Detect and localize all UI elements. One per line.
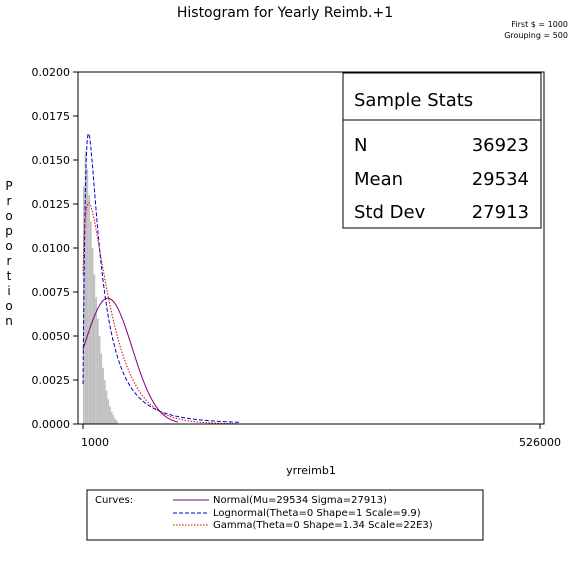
y-tick-label: 0.0000 bbox=[32, 418, 71, 431]
histogram-bar bbox=[103, 380, 106, 424]
histogram-bar bbox=[91, 248, 94, 424]
first-dollar-note: First $ = 1000 bbox=[511, 20, 568, 29]
y-tick-label: 0.0075 bbox=[32, 286, 71, 299]
stats-label-mean: Mean bbox=[354, 169, 403, 190]
curve-normal bbox=[82, 297, 178, 423]
legend-label-gamma: Gamma(Theta=0 Shape=1.34 Scale=22E3) bbox=[213, 520, 433, 531]
stats-label-n: N bbox=[354, 135, 367, 156]
stats-value-stddev: 27913 bbox=[472, 202, 529, 223]
curve-gamma bbox=[82, 202, 239, 425]
grouping-note: Grouping = 500 bbox=[504, 31, 568, 40]
histogram-bar bbox=[88, 195, 90, 424]
y-tick-label: 0.0125 bbox=[32, 198, 71, 211]
histogram-bar bbox=[96, 318, 99, 424]
legend-frame bbox=[86, 489, 484, 541]
histogram-bar bbox=[110, 411, 113, 424]
legend-label-lognormal: Lognormal(Theta=0 Shape=1 Scale=9.9) bbox=[213, 508, 421, 519]
histogram-bar bbox=[84, 151, 87, 424]
histogram-bar bbox=[95, 297, 97, 424]
histogram-bar bbox=[86, 168, 89, 424]
legend-title: Curves: bbox=[95, 495, 133, 506]
y-axis: 0.0000 0.0025 0.0050 0.0075 0.0100 0.0125 0.01… bbox=[32, 66, 78, 431]
stats-box-title: Sample Stats bbox=[354, 90, 473, 111]
stats-box-frame bbox=[342, 72, 542, 229]
histogram-bar bbox=[107, 399, 110, 424]
histogram-bars bbox=[83, 151, 118, 424]
legend: Curves: Normal(Mu=29534 Sigma=27913) Log… bbox=[86, 489, 484, 541]
y-tick-label: 0.0100 bbox=[32, 242, 71, 255]
fitted-curves bbox=[82, 133, 239, 425]
y-tick-label: 0.0025 bbox=[32, 374, 71, 387]
x-tick-label-max: 526000 bbox=[519, 436, 561, 449]
stats-label-stddev: Std Dev bbox=[354, 202, 426, 223]
histogram-bar bbox=[116, 420, 118, 424]
y-tick-label: 0.0175 bbox=[32, 110, 71, 123]
histogram-bar bbox=[109, 406, 111, 424]
legend-label-normal: Normal(Mu=29534 Sigma=27913) bbox=[213, 495, 387, 506]
stats-value-mean: 29534 bbox=[472, 169, 529, 190]
sample-stats-box: Sample Stats N 36923 Mean 29534 Std Dev … bbox=[342, 72, 542, 229]
stats-value-n: 36923 bbox=[472, 135, 529, 156]
x-axis-label: yrreimb1 bbox=[286, 464, 336, 477]
histogram-bar bbox=[89, 221, 92, 424]
histogram-bar bbox=[102, 367, 104, 424]
y-tick-label: 0.0200 bbox=[32, 66, 71, 79]
curve-lognormal bbox=[82, 133, 239, 423]
histogram-bar bbox=[114, 418, 117, 424]
x-tick-label-min: 1000 bbox=[81, 436, 109, 449]
histogram-bar bbox=[100, 353, 103, 424]
histogram-bar bbox=[93, 274, 96, 424]
histogram-bar bbox=[105, 390, 108, 424]
chart-title: Histogram for Yearly Reimb.+1 bbox=[177, 5, 393, 21]
histogram-bar bbox=[98, 336, 101, 424]
y-tick-label: 0.0150 bbox=[32, 154, 71, 167]
y-tick-label: 0.0050 bbox=[32, 330, 71, 343]
histogram-bar bbox=[112, 415, 115, 424]
